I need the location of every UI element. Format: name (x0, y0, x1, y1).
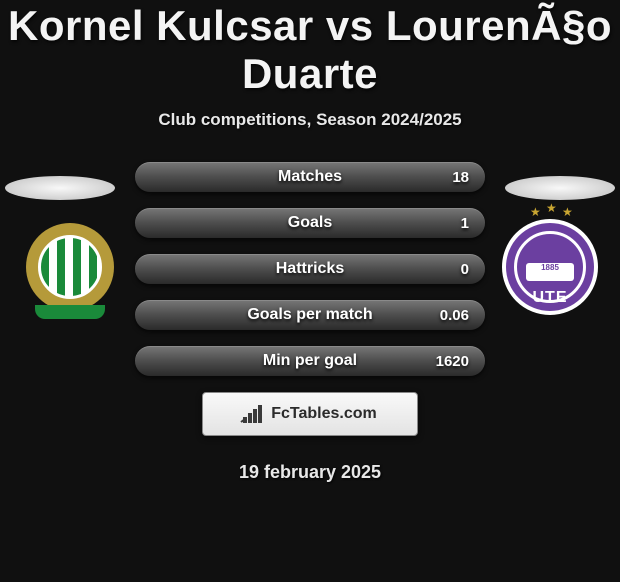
stat-label: Min per goal (263, 352, 357, 370)
comparison-card: Kornel Kulcsar vs LourenÃ§o Duarte Club … (0, 2, 620, 483)
player-avatar-placeholder-left (5, 176, 115, 200)
crest-band-text: 1885 (526, 263, 574, 281)
stat-bars: Matches 18 Goals 1 Hattricks 0 Goals per… (135, 162, 485, 376)
stat-bar-matches: Matches 18 (135, 162, 485, 192)
stat-value-right: 1620 (436, 353, 469, 370)
star-icon: ★ (562, 205, 573, 219)
stat-value-right: 0.06 (440, 307, 469, 324)
page-subtitle: Club competitions, Season 2024/2025 (0, 110, 620, 130)
stat-bar-goals: Goals 1 (135, 208, 485, 238)
stat-bar-goals-per-match: Goals per match 0.06 (135, 300, 485, 330)
brand-text: FcTables.com (271, 405, 377, 423)
stat-value-right: 18 (452, 169, 469, 186)
stat-label: Matches (278, 168, 342, 186)
barchart-icon (243, 405, 265, 423)
page-title: Kornel Kulcsar vs LourenÃ§o Duarte (0, 2, 620, 98)
stat-value-right: 0 (461, 261, 469, 278)
stat-label: Goals (288, 214, 332, 232)
player-avatar-placeholder-right (505, 176, 615, 200)
club-crest-right: ★ ★ ★ 1885 UTE (500, 217, 600, 317)
star-icon: ★ (530, 205, 541, 219)
stats-row: ★ ★ ★ 1885 UTE Matches 18 Goals 1 (0, 162, 620, 376)
crest-short-label: UTE (533, 289, 568, 307)
star-icon: ★ (546, 201, 557, 215)
stat-label: Goals per match (247, 306, 372, 324)
club-crest-left (20, 217, 120, 317)
brand-badge[interactable]: FcTables.com (202, 392, 418, 436)
stat-bar-min-per-goal: Min per goal 1620 (135, 346, 485, 376)
date-label: 19 february 2025 (0, 462, 620, 483)
stat-value-right: 1 (461, 215, 469, 232)
stat-bar-hattricks: Hattricks 0 (135, 254, 485, 284)
stat-label: Hattricks (276, 260, 344, 278)
